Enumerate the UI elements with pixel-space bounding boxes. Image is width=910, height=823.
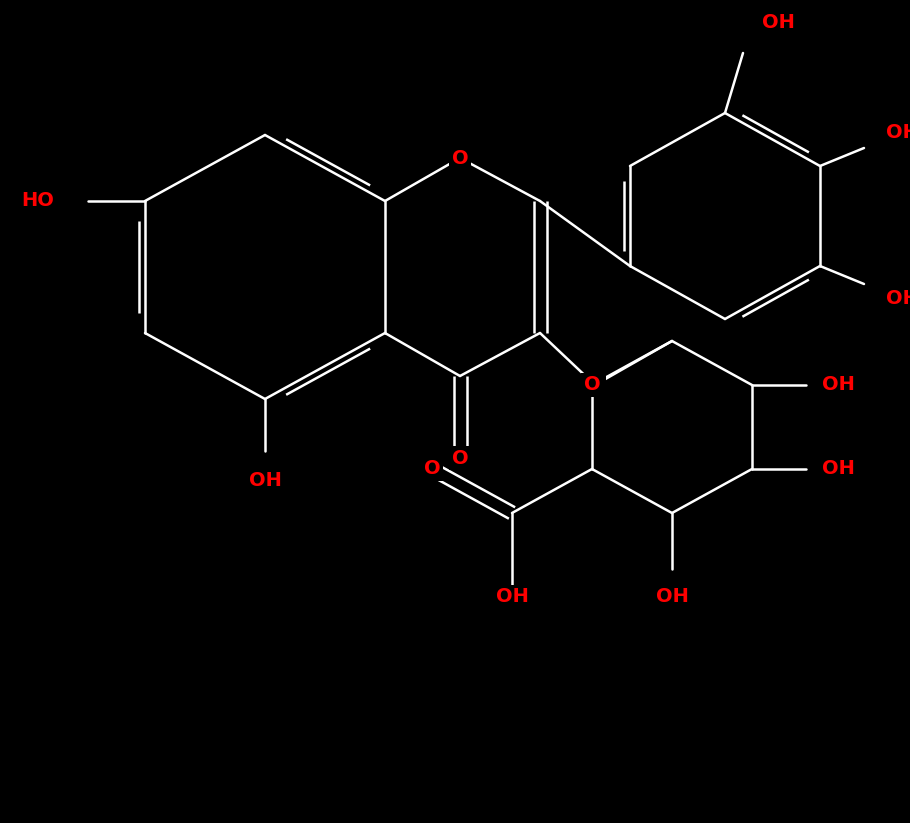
Text: OH: OH: [885, 123, 910, 142]
Text: O: O: [451, 148, 469, 168]
Text: O: O: [587, 375, 603, 394]
Text: O: O: [424, 459, 440, 478]
Text: OH: OH: [822, 375, 854, 394]
Text: OH: OH: [248, 472, 281, 491]
Text: OH: OH: [762, 13, 794, 32]
Text: OH: OH: [655, 588, 689, 607]
Text: O: O: [583, 375, 601, 394]
Text: HO: HO: [22, 192, 55, 211]
Text: OH: OH: [822, 459, 854, 478]
Text: OH: OH: [885, 290, 910, 309]
Text: OH: OH: [496, 588, 529, 607]
Text: O: O: [451, 449, 469, 467]
